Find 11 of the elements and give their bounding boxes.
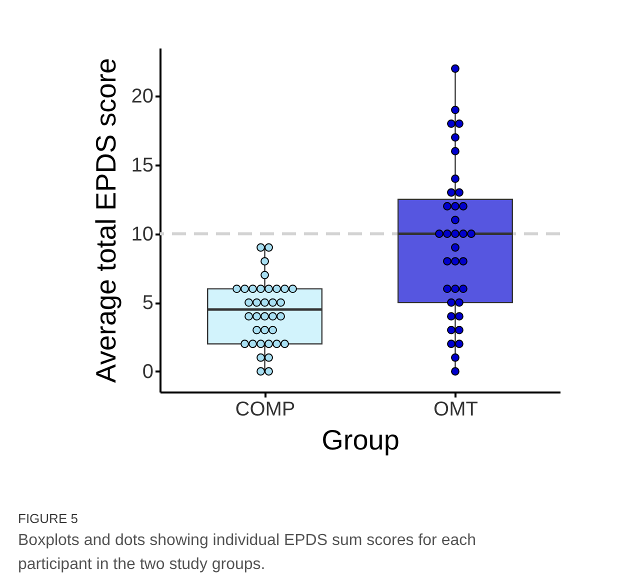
y-tick-label: 20 bbox=[131, 86, 154, 108]
y-axis-title: Average total EPDS score bbox=[90, 58, 122, 383]
x-tick-label: COMP bbox=[235, 398, 296, 420]
y-tick-label: 0 bbox=[142, 360, 154, 383]
text: Boxplots and dots showing individual EPDS sum scores for each participant in the two study groups. bbox=[18, 532, 476, 573]
caption: FIGURE 5 bbox=[18, 511, 78, 526]
y-tick-label: 10 bbox=[131, 223, 154, 246]
x-tick-label: OMT bbox=[434, 398, 478, 420]
y-tick-label: 5 bbox=[142, 292, 154, 314]
y-tick-label: 15 bbox=[131, 154, 154, 176]
x-axis-title: Group bbox=[322, 424, 400, 456]
